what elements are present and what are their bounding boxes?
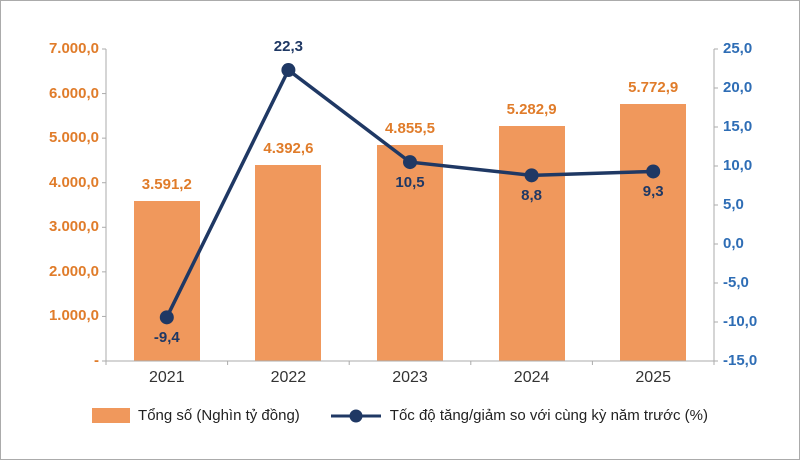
- right-axis-tick-label: 20,0: [723, 79, 753, 96]
- right-axis-tick-label: 5,0: [723, 196, 744, 213]
- left-axis-tick-label: 4.000,0: [48, 173, 99, 191]
- line-series-legend-label: Tốc độ tăng/giảm so với cùng kỳ năm trướ…: [389, 407, 708, 424]
- x-axis-label: 2022: [270, 369, 307, 386]
- legend: Tổng số (Nghìn tỷ đồng) Tốc độ tăng/giảm…: [1, 407, 799, 424]
- right-axis-tick-label: 0,0: [723, 235, 744, 252]
- x-axis-label: 2021: [149, 369, 185, 386]
- left-axis-tick-label: 7.000,0: [48, 40, 99, 57]
- line-point: [281, 63, 296, 78]
- line-data-label: -9,4: [153, 329, 180, 347]
- legend-item-bar-series: Tổng số (Nghìn tỷ đồng): [92, 407, 300, 424]
- x-axis-label: 2025: [635, 369, 671, 386]
- left-axis-tick-label: 1.000,0: [48, 307, 99, 325]
- left-axis-tick-label: 5.000,0: [48, 129, 99, 147]
- bar: [255, 165, 322, 361]
- line-series-swatch-icon: [330, 409, 381, 422]
- left-axis-tick-label: -: [94, 352, 99, 369]
- right-axis-tick-label: -10,0: [723, 313, 758, 330]
- bar-data-label: 3.591,2: [141, 175, 192, 193]
- x-axis-label: 2023: [392, 369, 428, 386]
- line-data-label: 8,8: [521, 187, 543, 205]
- bar-data-label: 4.392,6: [263, 140, 314, 158]
- right-axis-tick-label: -5,0: [723, 274, 749, 291]
- line-data-label: 10,5: [395, 174, 425, 192]
- bar: [498, 125, 565, 361]
- x-axis-label: 2024: [513, 369, 550, 386]
- bar-data-label: 5.772,9: [628, 78, 679, 96]
- legend-item-line-series: Tốc độ tăng/giảm so với cùng kỳ năm trướ…: [330, 407, 708, 424]
- right-axis-tick-label: -15,0: [723, 352, 758, 369]
- line-data-label: 9,3: [642, 183, 664, 201]
- bar-data-label: 4.855,5: [384, 119, 436, 137]
- bar-series-swatch-icon: [92, 408, 131, 423]
- left-axis-tick-label: 2.000,0: [48, 262, 99, 280]
- bar-data-label: 5.282,9: [506, 100, 557, 118]
- right-axis-tick-label: 15,0: [723, 118, 753, 135]
- right-axis-tick-label: 10,0: [723, 157, 753, 174]
- left-axis-tick-label: 6.000,0: [48, 84, 99, 102]
- left-axis-tick-label: 3.000,0: [48, 218, 99, 236]
- right-axis-tick-label: 25,0: [723, 40, 753, 57]
- line-data-label: 22,3: [273, 38, 303, 56]
- bar: [620, 103, 687, 361]
- bar-series-legend-label: Tổng số (Nghìn tỷ đồng): [138, 407, 300, 424]
